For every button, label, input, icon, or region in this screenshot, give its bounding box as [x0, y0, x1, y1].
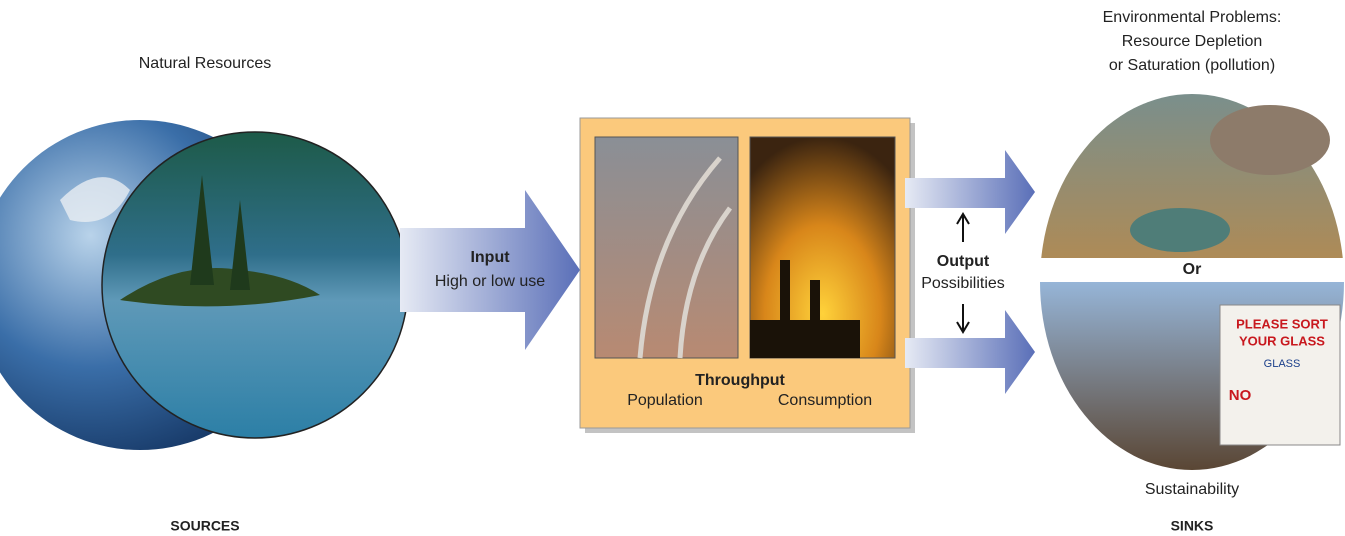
factory — [750, 260, 860, 358]
throughput-title: Throughput — [695, 372, 785, 389]
sinks-footer: SINKS — [1171, 518, 1214, 534]
cloud — [60, 177, 130, 222]
pollution-image — [1041, 94, 1343, 258]
throughput-right: Consumption — [778, 392, 872, 409]
down-arrow — [956, 304, 970, 334]
input-subtitle: High or low use — [435, 273, 545, 290]
recycling-image: PLEASE SORT YOUR GLASS GLASS NO — [1040, 282, 1344, 470]
sign-text: PLEASE SORT — [1236, 316, 1328, 331]
island — [120, 268, 320, 307]
problems-line: or Saturation (pollution) — [1109, 57, 1275, 74]
sustainability-label: Sustainability — [1145, 481, 1239, 498]
output-title: Output — [937, 253, 990, 270]
problems-line: Resource Depletion — [1122, 33, 1263, 50]
sign — [1219, 304, 1341, 446]
output-arrow-top — [905, 150, 1035, 234]
input-title: Input — [470, 249, 510, 266]
sources-title: Natural Resources — [139, 55, 272, 72]
output-arrow-bottom — [905, 310, 1035, 394]
sources-footer: SOURCES — [170, 518, 239, 534]
problems-line: Environmental Problems: — [1103, 9, 1282, 26]
output-subtitle: Possibilities — [921, 275, 1005, 292]
sign-text: GLASS — [1264, 358, 1301, 370]
input-arrow — [400, 190, 580, 350]
roads — [637, 156, 733, 359]
rock — [1130, 208, 1230, 252]
sign-text: NO — [1229, 387, 1252, 404]
or-label: Or — [1183, 261, 1202, 278]
up-arrow — [956, 212, 970, 242]
rock — [1210, 105, 1330, 175]
trees — [190, 175, 250, 290]
throughput-left: Population — [627, 392, 703, 409]
sign-text: YOUR GLASS — [1239, 333, 1325, 348]
